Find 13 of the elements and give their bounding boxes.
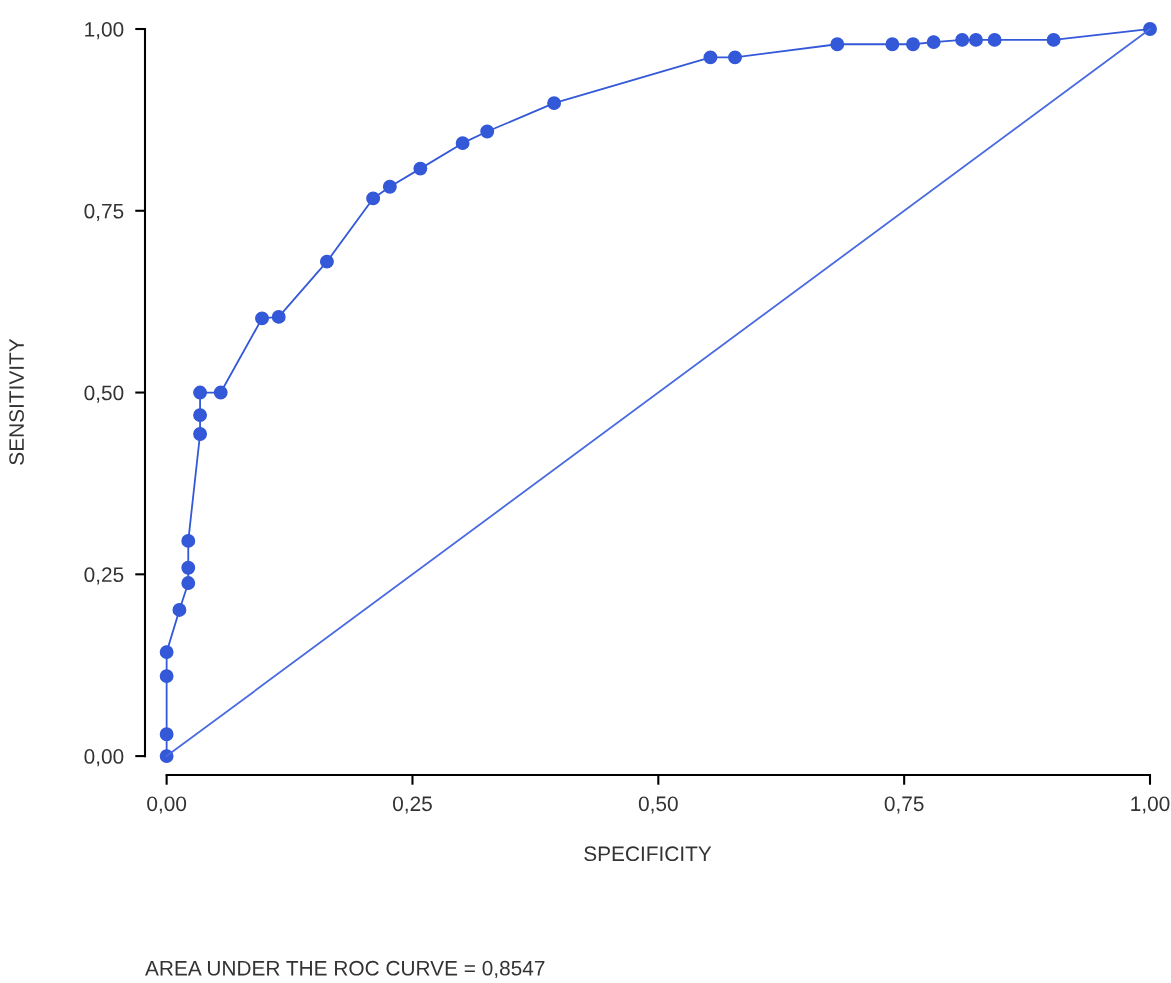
x-tick-label: 0,25 [393,796,432,814]
y-tick-label: 1,00 [85,22,124,40]
y-tick-label: 0,75 [84,203,124,221]
y-tick-label: 0,00 [84,749,124,767]
y-tick-label: 0,25 [84,567,124,585]
y-tick-label: 0,50 [84,385,124,403]
x-tick-label: 0,75 [884,796,924,814]
x-tick-label: 0,00 [147,796,187,814]
x-axis-title: SPECIFICITY [584,846,712,862]
text: AREA UNDER THE ROC CURVE = 0,8547 [145,960,545,979]
x-tick-label: 0,50 [638,796,678,814]
x-tick-label: 1,00 [1131,796,1170,814]
y-axis-title: SENSITIVITY [9,338,24,465]
